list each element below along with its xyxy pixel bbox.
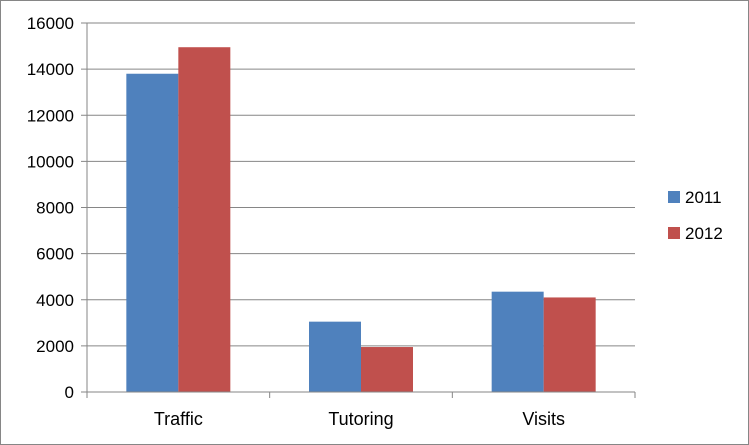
legend-label-2012: 2012: [685, 224, 723, 243]
y-tick-label: 12000: [27, 106, 74, 125]
y-tick-label: 2000: [36, 337, 74, 356]
x-tick-label: Traffic: [154, 409, 203, 429]
x-axis: Traffic Tutoring Visits: [86, 391, 636, 429]
y-tick-label: 6000: [36, 245, 74, 264]
y-tick-label: 8000: [36, 199, 74, 218]
y-tick-label: 4000: [36, 291, 74, 310]
bar-2012-traffic: [178, 47, 231, 392]
y-tick-label: 16000: [27, 14, 74, 33]
bar-2011-traffic: [126, 73, 179, 393]
x-tick-label: Tutoring: [328, 409, 393, 429]
bar-2012-tutoring: [361, 347, 413, 392]
bar-2012-visits: [543, 297, 596, 392]
bar-2011-tutoring: [309, 321, 361, 392]
y-tick-label: 14000: [27, 60, 74, 79]
y-tick-label: 0: [65, 383, 74, 402]
y-axis: 0 2000 4000 6000 8000 10000 12000 14000 16000: [27, 14, 88, 402]
bar-series: [126, 47, 596, 393]
legend: 2011 2012: [668, 188, 723, 243]
x-tick-label: Visits: [522, 409, 565, 429]
legend-swatch-2011: [668, 191, 680, 203]
legend-swatch-2012: [668, 227, 680, 239]
y-tick-label: 10000: [27, 152, 74, 171]
legend-label-2011: 2011: [685, 188, 722, 207]
bar-2011-visits: [491, 291, 544, 392]
